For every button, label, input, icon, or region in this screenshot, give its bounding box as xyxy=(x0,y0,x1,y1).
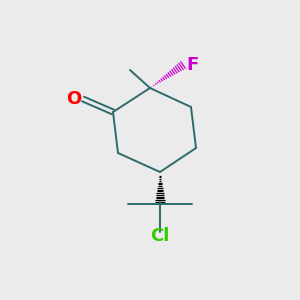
Text: Cl: Cl xyxy=(150,227,170,245)
Text: F: F xyxy=(186,56,198,74)
Text: O: O xyxy=(66,90,82,108)
